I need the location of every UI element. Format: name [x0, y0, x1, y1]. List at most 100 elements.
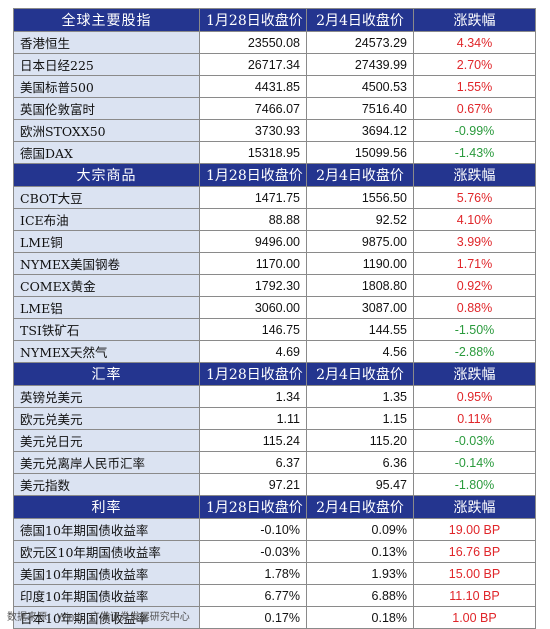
value-feb4: 144.55 — [306, 318, 414, 341]
change-value: -0.03% — [413, 429, 536, 452]
change-value: 0.11% — [413, 407, 536, 430]
value-feb4: 4.56 — [306, 340, 414, 363]
table-row: 美元兑日元 115.24 115.20 -0.03% — [13, 429, 536, 452]
row-name: 德国10年期国债收益率 — [13, 518, 200, 541]
col-header-change: 涨跌幅 — [413, 8, 536, 32]
row-name: 德国DAX — [13, 141, 200, 164]
value-jan28: 4431.85 — [199, 75, 307, 98]
table-row: 美国10年期国债收益率 1.78% 1.93% 15.00 BP — [13, 562, 536, 585]
change-value: 15.00 BP — [413, 562, 536, 585]
col-header-change: 涨跌幅 — [413, 362, 536, 386]
table-row: CBOT大豆 1471.75 1556.50 5.76% — [13, 186, 536, 209]
change-value: 0.95% — [413, 385, 536, 408]
change-value: 4.10% — [413, 208, 536, 231]
value-jan28: 9496.00 — [199, 230, 307, 253]
value-jan28: 88.88 — [199, 208, 307, 231]
value-jan28: 4.69 — [199, 340, 307, 363]
change-value: 1.00 BP — [413, 606, 536, 629]
row-name: 美元兑离岸人民币汇率 — [13, 451, 200, 474]
value-feb4: 0.13% — [306, 540, 414, 563]
table-row: 美元兑离岸人民币汇率 6.37 6.36 -0.14% — [13, 451, 536, 474]
col-header-feb4: 2月4日收盘价 — [306, 163, 414, 187]
value-feb4: 3694.12 — [306, 119, 414, 142]
col-header-change: 涨跌幅 — [413, 163, 536, 187]
table-row: 德国10年期国债收益率 -0.10% 0.09% 19.00 BP — [13, 518, 536, 541]
table-row: 欧元兑美元 1.11 1.15 0.11% — [13, 407, 536, 430]
value-jan28: 115.24 — [199, 429, 307, 452]
value-feb4: 0.18% — [306, 606, 414, 629]
source-note: 数据来源：Wind，广发证券发展研究中心 — [7, 612, 190, 623]
value-feb4: 95.47 — [306, 473, 414, 496]
col-header-jan28: 1月28日收盘价 — [199, 8, 307, 32]
row-name: 美国标普500 — [13, 75, 200, 98]
table-row: 日本日经225 26717.34 27439.99 2.70% — [13, 53, 536, 76]
value-feb4: 1.35 — [306, 385, 414, 408]
value-jan28: 97.21 — [199, 473, 307, 496]
change-value: -2.88% — [413, 340, 536, 363]
section-title: 汇率 — [13, 362, 200, 386]
value-jan28: 1.34 — [199, 385, 307, 408]
table-row: 美元指数 97.21 95.47 -1.80% — [13, 473, 536, 496]
col-header-jan28: 1月28日收盘价 — [199, 495, 307, 519]
value-jan28: 7466.07 — [199, 97, 307, 120]
change-value: -1.43% — [413, 141, 536, 164]
change-value: 1.55% — [413, 75, 536, 98]
change-value: 5.76% — [413, 186, 536, 209]
value-jan28: -0.03% — [199, 540, 307, 563]
table-row: 英镑兑美元 1.34 1.35 0.95% — [13, 385, 536, 408]
change-value: 2.70% — [413, 53, 536, 76]
row-name: CBOT大豆 — [13, 186, 200, 209]
value-feb4: 24573.29 — [306, 31, 414, 54]
table-row: LME铜 9496.00 9875.00 3.99% — [13, 230, 536, 253]
value-feb4: 1.93% — [306, 562, 414, 585]
row-name: TSI铁矿石 — [13, 318, 200, 341]
row-name: LME铝 — [13, 296, 200, 319]
change-value: -1.50% — [413, 318, 536, 341]
value-feb4: 1808.80 — [306, 274, 414, 297]
section-header: 全球主要股指 1月28日收盘价 2月4日收盘价 涨跌幅 — [13, 8, 536, 32]
value-jan28: 6.77% — [199, 584, 307, 607]
value-jan28: 26717.34 — [199, 53, 307, 76]
row-name: 印度10年期国债收益率 — [13, 584, 200, 607]
change-value: -0.14% — [413, 451, 536, 474]
row-name: ICE布油 — [13, 208, 200, 231]
value-feb4: 9875.00 — [306, 230, 414, 253]
value-feb4: 1190.00 — [306, 252, 414, 275]
table-row: 美国标普500 4431.85 4500.53 1.55% — [13, 75, 536, 98]
section-header: 大宗商品 1月28日收盘价 2月4日收盘价 涨跌幅 — [13, 163, 536, 187]
table-row: COMEX黄金 1792.30 1808.80 0.92% — [13, 274, 536, 297]
value-feb4: 92.52 — [306, 208, 414, 231]
section-header: 汇率 1月28日收盘价 2月4日收盘价 涨跌幅 — [13, 362, 536, 386]
row-name: 美元兑日元 — [13, 429, 200, 452]
value-jan28: 1792.30 — [199, 274, 307, 297]
change-value: -1.80% — [413, 473, 536, 496]
value-feb4: 0.09% — [306, 518, 414, 541]
value-feb4: 115.20 — [306, 429, 414, 452]
table-row: 日本10年期国债收益率 0.17% 0.18% 1.00 BP — [13, 606, 536, 629]
row-name: LME铜 — [13, 230, 200, 253]
value-jan28: 1170.00 — [199, 252, 307, 275]
value-feb4: 1.15 — [306, 407, 414, 430]
row-name: 香港恒生 — [13, 31, 200, 54]
value-feb4: 3087.00 — [306, 296, 414, 319]
change-value: 0.67% — [413, 97, 536, 120]
row-name: 英镑兑美元 — [13, 385, 200, 408]
row-name: 日本日经225 — [13, 53, 200, 76]
change-value: -0.99% — [413, 119, 536, 142]
value-jan28: 23550.08 — [199, 31, 307, 54]
value-jan28: 3730.93 — [199, 119, 307, 142]
value-jan28: 1.11 — [199, 407, 307, 430]
table-row: LME铝 3060.00 3087.00 0.88% — [13, 296, 536, 319]
value-jan28: 6.37 — [199, 451, 307, 474]
table-row: 英国伦敦富时 7466.07 7516.40 0.67% — [13, 97, 536, 120]
value-feb4: 1556.50 — [306, 186, 414, 209]
table-row: ICE布油 88.88 92.52 4.10% — [13, 208, 536, 231]
value-feb4: 7516.40 — [306, 97, 414, 120]
table-row: 德国DAX 15318.95 15099.56 -1.43% — [13, 141, 536, 164]
row-name: 英国伦敦富时 — [13, 97, 200, 120]
section-header: 利率 1月28日收盘价 2月4日收盘价 涨跌幅 — [13, 495, 536, 519]
change-value: 3.99% — [413, 230, 536, 253]
table-row: TSI铁矿石 146.75 144.55 -1.50% — [13, 318, 536, 341]
section-title: 全球主要股指 — [13, 8, 200, 32]
value-feb4: 27439.99 — [306, 53, 414, 76]
